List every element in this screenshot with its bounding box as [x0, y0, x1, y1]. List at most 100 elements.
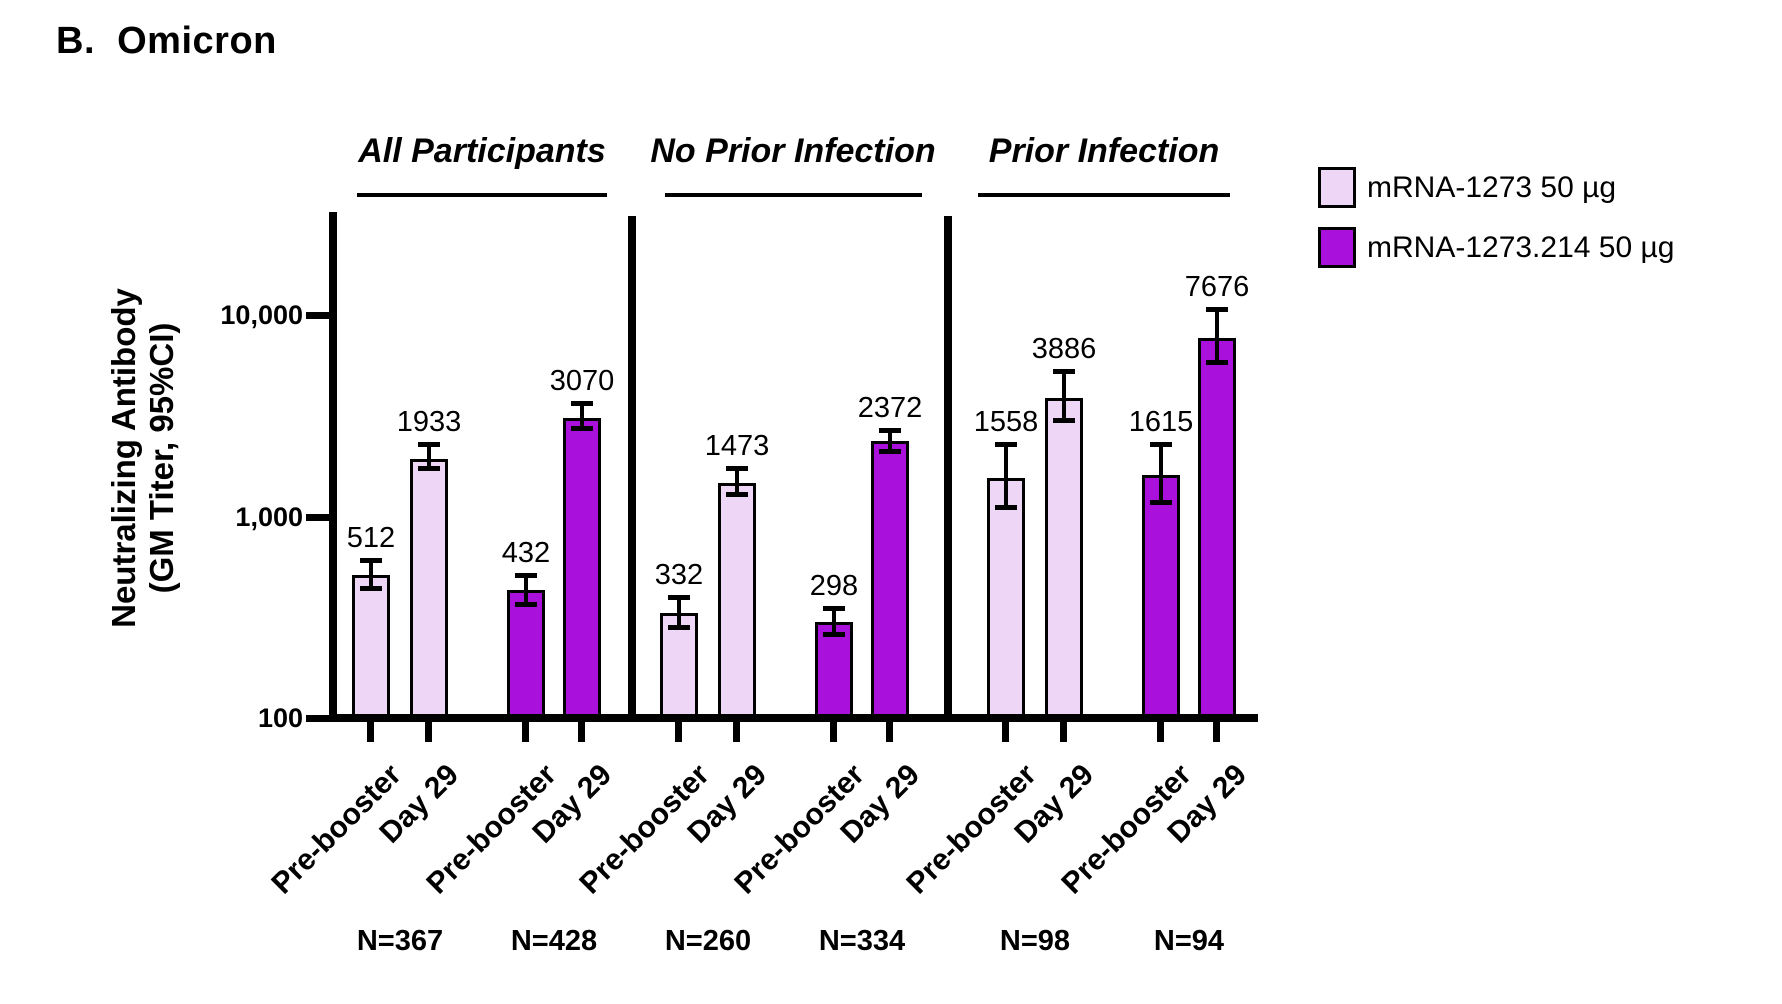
- legend-item: mRNA-1273.214 50 µg: [1318, 227, 1674, 268]
- error-bar-line: [832, 607, 836, 636]
- error-bar-line: [1004, 443, 1008, 509]
- figure-title: B. Omicron: [56, 20, 277, 62]
- bar: [563, 418, 601, 720]
- legend: mRNA-1273 50 µg mRNA-1273.214 50 µg: [1318, 167, 1674, 287]
- bar-value-label: 1558: [973, 405, 1039, 438]
- group-header: All Participants: [358, 132, 606, 170]
- error-bar-cap-top: [1150, 441, 1172, 447]
- error-bar-cap-bottom: [360, 586, 382, 592]
- y-tick-mark: [306, 312, 331, 319]
- x-tick-mark: [1213, 718, 1220, 742]
- error-bar-line: [888, 429, 892, 452]
- error-bar-cap-top: [515, 572, 537, 578]
- y-axis-spine: [329, 212, 337, 722]
- legend-label: mRNA-1273.214 50 µg: [1367, 231, 1675, 264]
- bar-value-label: 3070: [549, 365, 615, 398]
- x-tick-mark: [1002, 718, 1009, 742]
- bar: [410, 458, 448, 720]
- n-count-label: N=94: [1153, 925, 1225, 957]
- error-bar-cap-top: [726, 465, 748, 471]
- error-bar-cap-top: [668, 594, 690, 600]
- bar: [1198, 338, 1236, 720]
- bar-value-label: 1615: [1128, 405, 1194, 438]
- error-bar-cap-bottom: [1150, 499, 1172, 505]
- y-tick-label: 100: [257, 703, 303, 733]
- legend-item: mRNA-1273 50 µg: [1318, 167, 1674, 208]
- error-bar-cap-top: [571, 401, 593, 407]
- bar: [660, 612, 698, 720]
- x-axis-line: [329, 714, 1258, 722]
- bar-value-label: 1473: [704, 429, 770, 462]
- error-bar-cap-bottom: [823, 632, 845, 638]
- x-tick-mark: [733, 718, 740, 742]
- error-bar-cap-bottom: [995, 505, 1017, 511]
- bar-value-label: 7676: [1184, 271, 1250, 304]
- panel-separator: [944, 216, 952, 718]
- error-bar-cap-top: [995, 441, 1017, 447]
- error-bar-line: [677, 596, 681, 628]
- bar-value-label: 332: [654, 558, 704, 591]
- error-bar-line: [580, 403, 584, 429]
- error-bar-cap-top: [418, 441, 440, 447]
- n-count-label: N=367: [356, 925, 444, 957]
- n-count-label: N=98: [999, 925, 1071, 957]
- error-bar-cap-bottom: [1053, 417, 1075, 423]
- x-tick-mark: [367, 718, 374, 742]
- bar-value-label: 1933: [396, 405, 462, 438]
- bar-value-label: 298: [809, 569, 859, 602]
- error-bar-line: [524, 574, 528, 605]
- n-count-label: N=334: [818, 925, 906, 957]
- error-bar-line: [427, 443, 431, 470]
- legend-label: mRNA-1273 50 µg: [1367, 171, 1617, 204]
- y-tick-label: 1,000: [235, 501, 303, 532]
- bar: [352, 575, 390, 720]
- group-header: No Prior Infection: [650, 132, 936, 170]
- error-bar-line: [735, 467, 739, 495]
- x-tick-mark: [830, 718, 837, 742]
- bar: [987, 477, 1025, 720]
- x-tick-mark: [522, 718, 529, 742]
- error-bar-cap-bottom: [726, 491, 748, 497]
- y-tick-mark: [306, 513, 331, 521]
- error-bar-cap-bottom: [879, 448, 901, 454]
- bar: [507, 589, 545, 720]
- bar: [718, 482, 756, 720]
- x-tick-mark: [1060, 718, 1067, 742]
- error-bar-cap-top: [823, 605, 845, 611]
- error-bar-line: [369, 559, 373, 590]
- error-bar-cap-bottom: [571, 425, 593, 431]
- error-bar-cap-top: [360, 557, 382, 563]
- bar-value-label: 2372: [857, 391, 923, 424]
- error-bar-line: [1159, 443, 1163, 503]
- error-bar-line: [1062, 370, 1066, 421]
- y-tick-mark: [306, 715, 331, 722]
- error-bar-cap-bottom: [1206, 359, 1228, 365]
- bar: [1045, 397, 1083, 720]
- legend-swatch-mrna-1273-214: [1318, 227, 1356, 268]
- x-tick-mark: [425, 718, 432, 742]
- error-bar-cap-bottom: [418, 466, 440, 472]
- error-bar-cap-top: [1206, 307, 1228, 313]
- bar-value-label: 3886: [1031, 332, 1097, 365]
- error-bar-cap-bottom: [515, 601, 537, 607]
- bar: [1142, 474, 1180, 720]
- group-header: Prior Infection: [988, 132, 1220, 170]
- x-tick-mark: [578, 718, 585, 742]
- n-count-label: N=428: [510, 925, 598, 957]
- legend-swatch-mrna-1273: [1318, 167, 1356, 208]
- error-bar-cap-bottom: [668, 624, 690, 630]
- error-bar-cap-top: [879, 427, 901, 433]
- x-tick-mark: [1157, 718, 1164, 742]
- bar-value-label: 432: [501, 536, 551, 569]
- group-header-underline: [978, 193, 1230, 197]
- group-header-underline: [664, 193, 922, 197]
- bar: [815, 622, 853, 720]
- x-tick-mark: [886, 718, 893, 742]
- n-count-label: N=260: [664, 925, 752, 957]
- error-bar-line: [1215, 309, 1219, 363]
- x-tick-mark: [675, 718, 682, 742]
- panel-separator: [628, 216, 636, 718]
- group-header-underline: [357, 193, 607, 197]
